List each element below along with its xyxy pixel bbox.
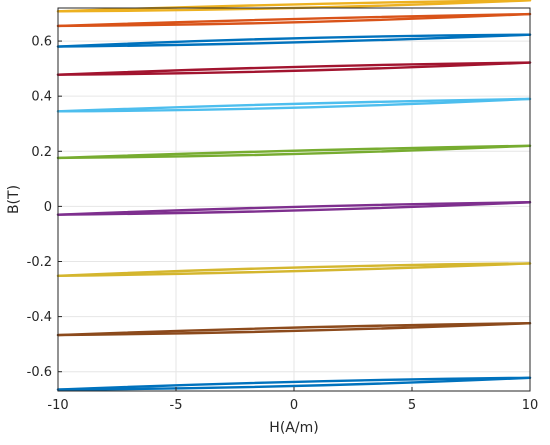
y-tick-label: -0.6 (27, 365, 52, 380)
loop-lower-branch (56, 322, 532, 337)
loop-upper-branch (56, 376, 532, 391)
hysteresis-loop-3 (56, 33, 532, 48)
loop-lower-branch (56, 97, 532, 113)
x-tick-label: 10 (522, 398, 539, 413)
y-axis-label: B(T) (6, 185, 22, 214)
loop-upper-branch (56, 144, 532, 160)
loop-upper-branch (56, 12, 532, 28)
loop-lower-branch (56, 376, 532, 391)
y-tick-label: 0.2 (31, 145, 52, 160)
hysteresis-loop-6 (56, 144, 532, 160)
x-axis-label: H(A/m) (269, 420, 318, 436)
loop-lower-branch (56, 262, 532, 278)
y-tick-label: 0.4 (31, 90, 52, 105)
x-tick-label: -10 (47, 398, 68, 413)
loop-upper-branch (56, 262, 532, 278)
y-tick-label: -0.2 (27, 255, 52, 270)
ticks: -10 -5 0 5 10 -0.6 -0.4 -0.2 0 0.2 0.4 0.6 (27, 35, 539, 413)
hysteresis-loop-5 (56, 97, 532, 113)
y-tick-label: -0.4 (27, 310, 52, 325)
loop-lower-branch (56, 201, 532, 216)
loop-upper-branch (56, 0, 532, 13)
hysteresis-loop-10 (56, 376, 532, 391)
loop-lower-branch (56, 61, 532, 76)
x-tick-label: 0 (290, 398, 298, 413)
x-tick-label: -5 (170, 398, 183, 413)
loop-upper-branch (56, 97, 532, 113)
loop-upper-branch (56, 61, 532, 76)
loop-lower-branch (56, 33, 532, 48)
hysteresis-loop-4 (56, 61, 532, 76)
loop-lower-branch (56, 144, 532, 160)
hysteresis-loop-9 (56, 322, 532, 337)
loop-lower-branch (56, 12, 532, 28)
hysteresis-loop-2 (56, 12, 532, 28)
y-tick-label: 0.6 (31, 35, 52, 50)
loop-upper-branch (56, 33, 532, 48)
loop-upper-branch (56, 201, 532, 216)
loop-upper-branch (56, 322, 532, 337)
hysteresis-loop-7 (56, 201, 532, 216)
hysteresis-loop-8 (56, 262, 532, 278)
x-tick-label: 5 (408, 398, 416, 413)
y-tick-label: 0 (44, 200, 52, 215)
